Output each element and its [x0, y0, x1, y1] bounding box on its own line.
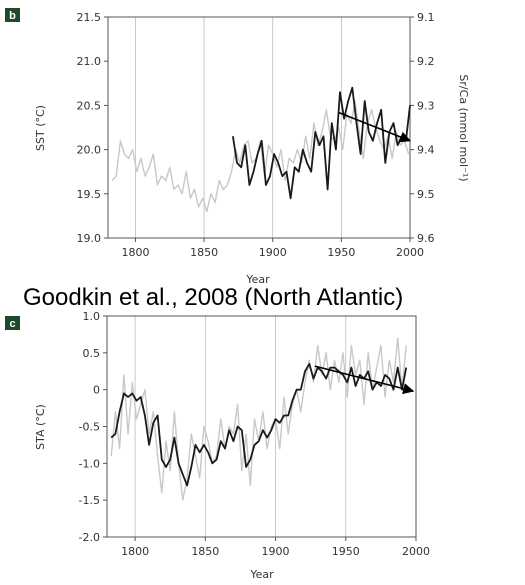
panel-b-y-ticks: 19.0 19.5 20.0 20.5 21.0 21.5 — [77, 11, 108, 245]
panel-c-y-tick-label: -2.0 — [79, 531, 100, 544]
panel-b-right-y-tick-label: 9.6 — [417, 232, 435, 245]
panel-c-y-tick-label: 0 — [93, 384, 100, 397]
panel-c-badge-label: c — [9, 318, 15, 330]
panel-b-x-tick-label: 1950 — [327, 246, 355, 259]
panel-c-chart: c 1800 1850 1900 1950 2000 -2.0 -1.5 -1.0 -0.5 0… — [5, 310, 430, 581]
panel-b-y-tick-label: 19.5 — [77, 188, 102, 201]
panel-c-y-tick-label: -1.0 — [79, 457, 100, 470]
panel-c-y-tick-label: -1.5 — [79, 494, 100, 507]
panel-c-series-black-line — [110, 362, 408, 487]
panel-b-trend-arrow — [338, 111, 412, 143]
panel-b-xlabel: Year — [245, 273, 270, 286]
panel-c-y-tick-label: 0.5 — [83, 347, 101, 360]
panel-c-trend-arrow — [314, 365, 415, 395]
panel-c-ylabel: STA (°C) — [34, 404, 47, 450]
figure-headline: Goodkin et al., 2008 (North Atlantic) — [23, 284, 403, 311]
panel-c-x-tick-label: 1850 — [191, 545, 219, 558]
panel-b-x-tick-label: 1850 — [190, 246, 218, 259]
panel-c-y-tick-label: -0.5 — [79, 421, 100, 434]
panel-c-x-tick-label: 1900 — [262, 545, 290, 558]
panel-c-x-ticks: 1800 1850 1900 1950 2000 — [121, 537, 430, 558]
panel-b-right-y-tick-label: 9.2 — [417, 55, 435, 68]
panel-b-badge-label: b — [9, 10, 16, 22]
panel-b-frame — [107, 16, 411, 239]
panel-c-grid — [134, 316, 347, 537]
panel-c-y-tick-label: 1.0 — [83, 310, 101, 323]
panel-b-right-y-tick-label: 9.1 — [417, 11, 435, 24]
panel-b-ylabel-right: Sr/Ca (mmol mol⁻¹) — [457, 74, 470, 181]
panel-c-y-ticks: -2.0 -1.5 -1.0 -0.5 0 0.5 1.0 — [79, 310, 107, 544]
panel-b-y-tick-label: 20.5 — [77, 99, 102, 112]
panel-c-x-tick-label: 2000 — [402, 545, 430, 558]
panel-c-x-tick-label: 1950 — [332, 545, 360, 558]
panel-b-right-y-tick-label: 9.5 — [417, 188, 435, 201]
panel-b-y-tick-label: 21.0 — [77, 55, 102, 68]
panel-c-xlabel: Year — [249, 568, 274, 581]
panel-c-series — [110, 337, 415, 501]
panel-b-series-gray-line — [111, 100, 410, 213]
panel-b-badge — [5, 8, 20, 22]
panel-b-series — [111, 86, 412, 213]
panel-b-right-y-tick-label: 9.3 — [417, 99, 435, 112]
panel-b-x-tick-label: 2000 — [396, 246, 424, 259]
panel-b-chart: b 1800 1850 1900 1950 2000 19.0 19.5 20.0 20.5 2… — [5, 8, 470, 286]
panel-b-grid — [135, 17, 342, 238]
panel-b-y-tick-label: 20.0 — [77, 144, 102, 157]
panel-b-x-tick-label: 1900 — [259, 246, 287, 259]
panel-b-x-tick-label: 1800 — [121, 246, 149, 259]
panel-b-ylabel: SST (°C) — [34, 105, 47, 151]
panel-b-y-tick-label: 21.5 — [77, 11, 102, 24]
panel-c-x-tick-label: 1800 — [121, 545, 149, 558]
panel-b-y-tick-label: 19.0 — [77, 232, 102, 245]
panel-b-right-y-tick-label: 9.4 — [417, 144, 435, 157]
panel-c-badge — [5, 316, 20, 330]
panel-b-x-ticks: 1800 1850 1900 1950 2000 — [121, 238, 424, 259]
panel-b-series-black-line — [232, 86, 411, 200]
panel-b-right-y-ticks: 9.6 9.5 9.4 9.3 9.2 9.1 — [410, 11, 435, 245]
